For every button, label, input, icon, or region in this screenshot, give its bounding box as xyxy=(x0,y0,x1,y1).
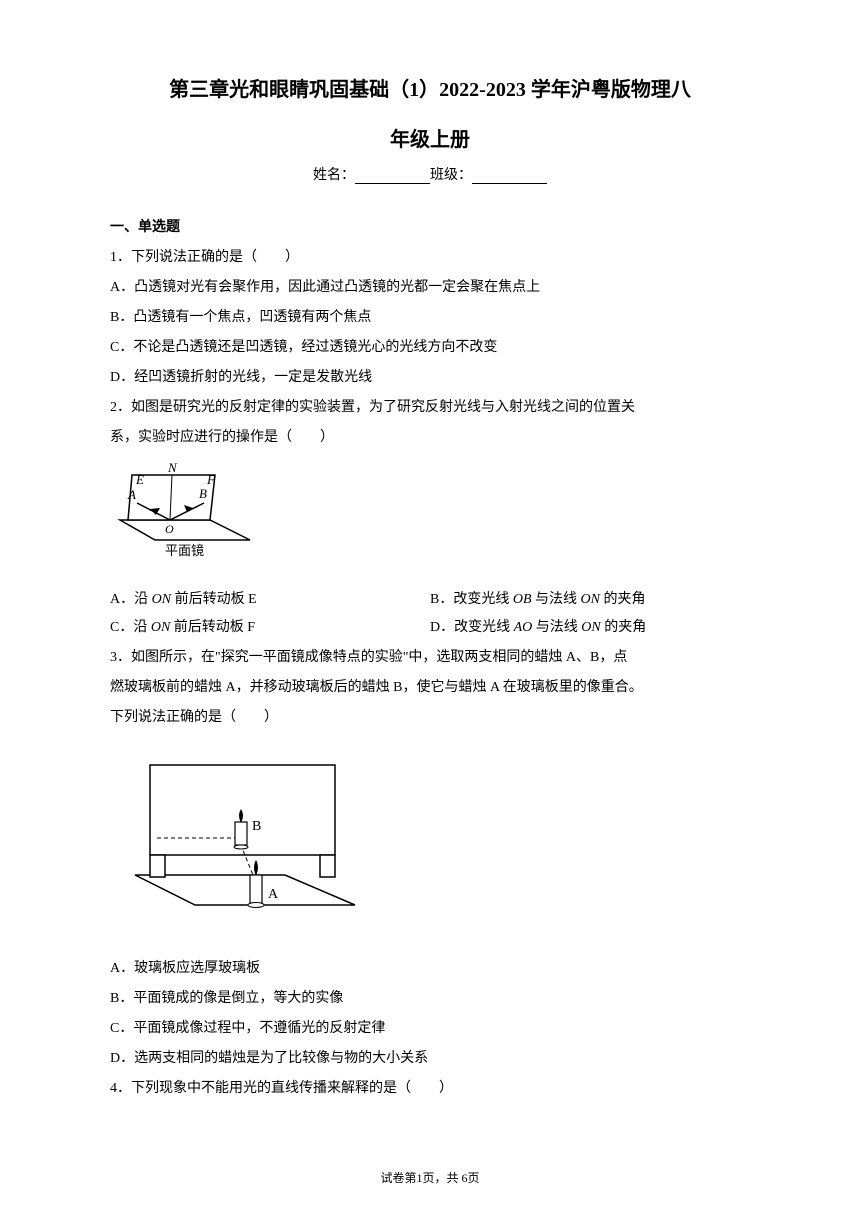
name-label: 姓名： xyxy=(313,168,355,183)
q3-option-c: C．平面镜成像过程中，不遵循光的反射定律 xyxy=(110,1015,750,1043)
q1-option-d: D．经凹透镜折射的光线，一定是发散光线 xyxy=(110,364,750,392)
q2-text2: 系，实验时应进行的操作是（ ） xyxy=(110,424,750,452)
fig1-label-n: N xyxy=(167,460,178,475)
q1-text: 1．下列说法正确的是（ ） xyxy=(110,244,750,272)
question-1: 1．下列说法正确的是（ ） A．凸透镜对光有会聚作用，因此通过凸透镜的光都一定会… xyxy=(110,244,750,392)
q2-option-b: B．改变光线 OB 与法线 ON 的夹角 xyxy=(430,586,750,614)
q2-option-c: C．沿 ON 前后转动板 F xyxy=(110,614,430,642)
class-label: 班级： xyxy=(430,168,472,183)
q3-option-d: D．选两支相同的蜡烛是为了比较像与物的大小关系 xyxy=(110,1045,750,1073)
q1-option-a: A．凸透镜对光有会聚作用，因此通过凸透镜的光都一定会聚在焦点上 xyxy=(110,274,750,302)
q2-options-row2: C．沿 ON 前后转动板 F D．改变光线 AO 与法线 ON 的夹角 xyxy=(110,614,750,642)
question-4: 4．下列现象中不能用光的直线传播来解释的是（ ） xyxy=(110,1075,750,1103)
document-title-line2: 年级上册 xyxy=(110,123,750,152)
fig2-label-a: A xyxy=(268,887,279,902)
page-footer: 试卷第1页，共 6页 xyxy=(0,1169,860,1186)
q3-text3: 下列说法正确的是（ ） xyxy=(110,704,750,732)
q3-text2: 燃玻璃板前的蜡烛 A，并移动玻璃板后的蜡烛 B，使它与蜡烛 A 在玻璃板里的像重… xyxy=(110,674,750,702)
fig1-label-e: E xyxy=(135,472,144,487)
question-3: 3．如图所示，在"探究一平面镜成像特点的实验"中，选取两支相同的蜡烛 A、B，点… xyxy=(110,644,750,1073)
q3-option-b: B．平面镜成的像是倒立，等大的实像 xyxy=(110,985,750,1013)
fig1-mirror-label: 平面镜 xyxy=(165,543,204,558)
figure-mirror: B A xyxy=(110,750,750,941)
document-title-line1: 第三章光和眼睛巩固基础（1）2022-2023 学年沪粤版物理八 xyxy=(110,75,750,105)
q2-options-row1: A．沿 ON 前后转动板 E B．改变光线 OB 与法线 ON 的夹角 xyxy=(110,586,750,614)
q3-text1: 3．如图所示，在"探究一平面镜成像特点的实验"中，选取两支相同的蜡烛 A、B，点 xyxy=(110,644,750,672)
q2-text1: 2．如图是研究光的反射定律的实验装置，为了研究反射光线与入射光线之间的位置关 xyxy=(110,394,750,422)
fig1-label-o: O xyxy=(165,522,174,536)
section-header-1: 一、单选题 xyxy=(110,216,750,236)
fig1-label-a: A xyxy=(127,487,136,502)
class-blank xyxy=(472,170,547,184)
q3-option-a: A．玻璃板应选厚玻璃板 xyxy=(110,955,750,983)
figure-reflection: E N F A B O 平面镜 xyxy=(110,460,750,576)
q1-option-b: B．凸透镜有一个焦点，凹透镜有两个焦点 xyxy=(110,304,750,332)
fig2-label-b: B xyxy=(252,819,261,834)
q4-text: 4．下列现象中不能用光的直线传播来解释的是（ ） xyxy=(110,1075,750,1103)
q2-option-a: A．沿 ON 前后转动板 E xyxy=(110,586,430,614)
fig1-label-f: F xyxy=(206,472,216,487)
q1-option-c: C．不论是凸透镜还是凹透镜，经过透镜光心的光线方向不改变 xyxy=(110,334,750,362)
name-blank xyxy=(355,170,430,184)
question-2: 2．如图是研究光的反射定律的实验装置，为了研究反射光线与入射光线之间的位置关 系… xyxy=(110,394,750,642)
q2-option-d: D．改变光线 AO 与法线 ON 的夹角 xyxy=(430,614,750,642)
fig1-label-b: B xyxy=(199,486,207,501)
name-class-row: 姓名： 班级： xyxy=(110,164,750,184)
